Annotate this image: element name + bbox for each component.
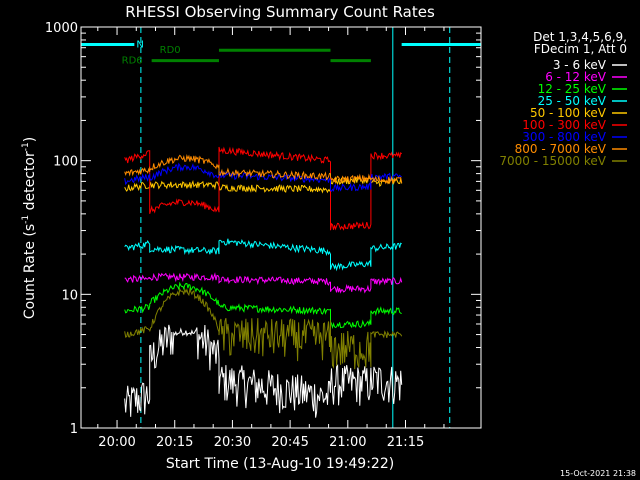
series-line-7 <box>124 153 403 185</box>
legend-header-line-1: Det 1,3,4,5,6,9, <box>533 30 627 44</box>
legend-label-2: 12 - 25 keV <box>538 82 607 96</box>
series-line-8 <box>124 287 403 370</box>
legend: Det 1,3,4,5,6,9, FDecim 1, Att 0 3 - 6 k… <box>499 30 627 168</box>
legend-label-4: 50 - 100 keV <box>530 106 607 120</box>
plot-area: N RD0 RD6 <box>80 27 481 428</box>
x-tick-label: 21:00 <box>329 435 366 450</box>
x-axis-label: Start Time (13-Aug-10 19:49:22) <box>166 456 394 472</box>
series-line-5 <box>124 146 403 231</box>
x-tick-label: 20:15 <box>156 435 193 450</box>
series-line-6 <box>124 162 402 193</box>
y-axis-label: Count Rate (s-1 detector-1) <box>21 137 38 319</box>
x-tick-label: 20:00 <box>98 435 135 450</box>
x-tick-label: 21:15 <box>387 435 424 450</box>
legend-label-3: 25 - 50 keV <box>538 94 607 108</box>
y-tick-label: 10 <box>61 288 78 303</box>
x-axis: 20:00 20:15 20:30 20:45 21:00 21:15 <box>97 27 445 450</box>
x-tick-label: 20:30 <box>214 435 251 450</box>
legend-label-5: 100 - 300 keV <box>522 118 606 132</box>
y-tick-label: 1000 <box>45 21 78 36</box>
y-axis: 1 10 100 1000 <box>45 21 481 437</box>
flag-label-rd6: RD6 <box>122 56 143 67</box>
series-line-0 <box>124 324 403 418</box>
legend-label-6: 300 - 800 keV <box>522 130 606 144</box>
y-tick-label: 100 <box>53 155 78 170</box>
x-tick-label: 20:45 <box>271 435 308 450</box>
footer-timestamp: 15-Oct-2021 21:38 <box>560 469 636 478</box>
legend-label-8: 7000 - 15000 keV <box>499 154 606 168</box>
legend-label-1: 6 - 12 keV <box>545 70 607 84</box>
flag-label-rd0: RD0 <box>160 45 181 56</box>
series-line-2 <box>124 281 402 330</box>
y-tick-label: 1 <box>70 422 78 437</box>
flag-label-n: N <box>136 39 143 50</box>
plot-frame <box>80 26 482 429</box>
legend-header-line-2: FDecim 1, Att 0 <box>534 42 627 56</box>
chart-title: RHESSI Observing Summary Count Rates <box>125 3 435 21</box>
series-line-1 <box>124 272 403 294</box>
series-line-3 <box>124 238 402 272</box>
legend-label-7: 800 - 7000 keV <box>515 142 607 156</box>
legend-label-0: 3 - 6 keV <box>553 58 607 72</box>
